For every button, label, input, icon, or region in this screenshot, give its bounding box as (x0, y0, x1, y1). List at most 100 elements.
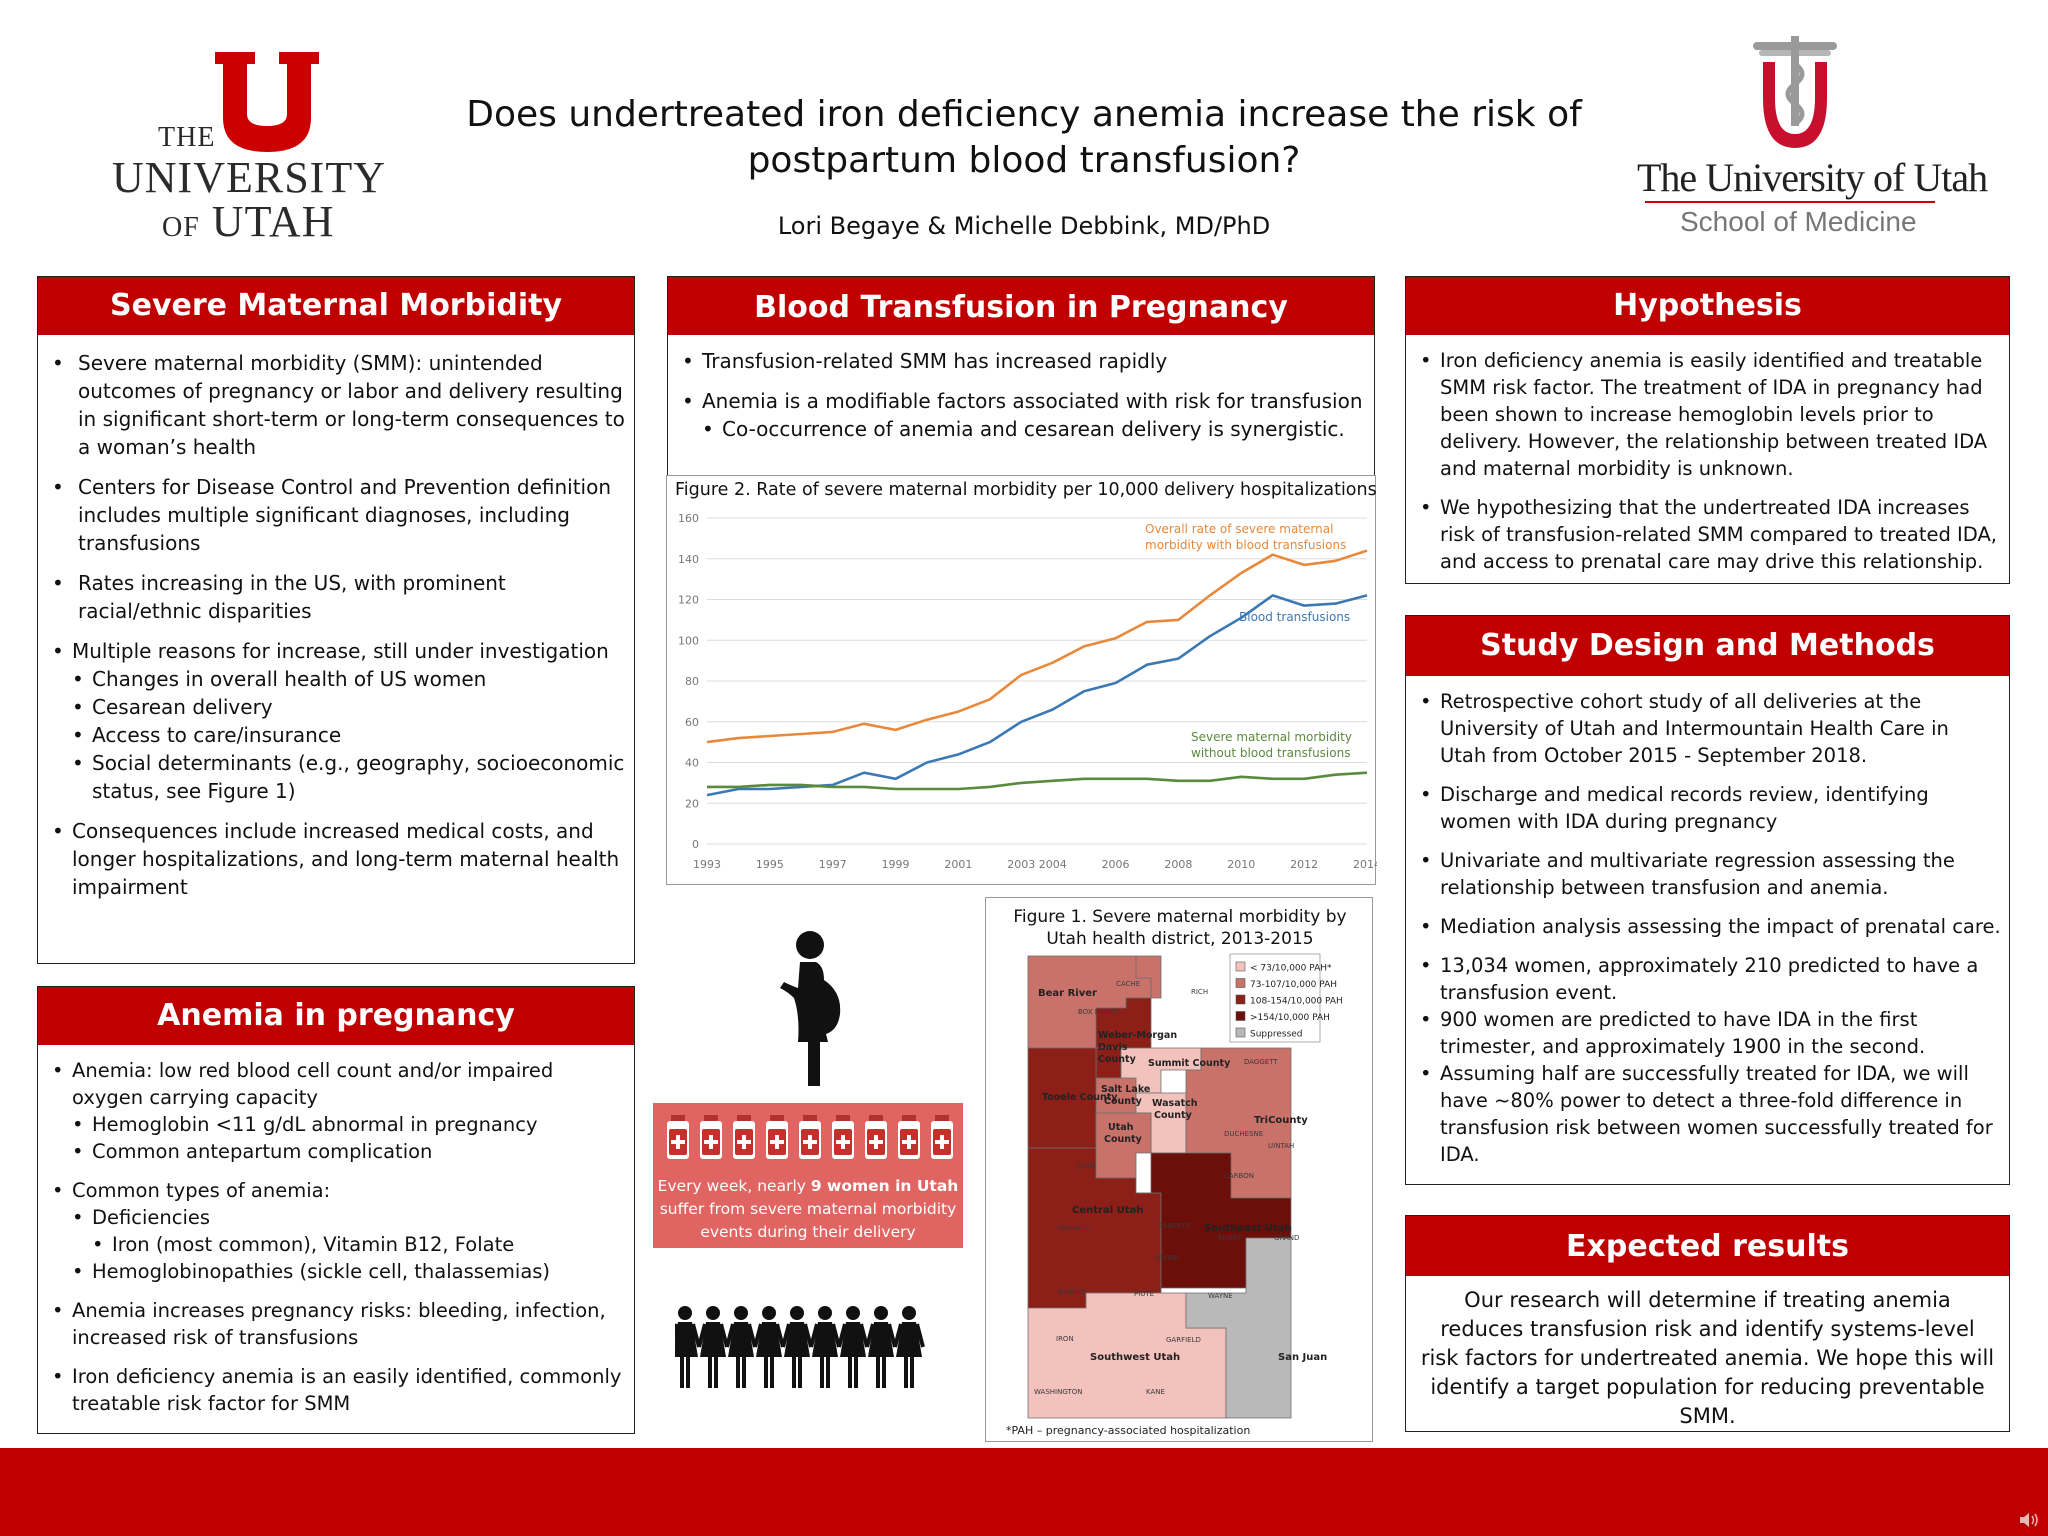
county-wayne: WAYNE (1208, 1292, 1233, 1300)
smm-subitem: Social determinants (e.g., geography, so… (48, 749, 626, 805)
label-salt-lake: Salt Lake County (1101, 1084, 1150, 1107)
woman-icon (675, 1306, 701, 1388)
district-san-juan (1185, 1237, 1292, 1419)
label-tooele: Tooele County (1042, 1092, 1118, 1103)
anemia-panel: Anemia in pregnancy Anemia: low red bloo… (37, 986, 635, 1434)
county-duchesne: DUCHESNE (1224, 1130, 1263, 1138)
transfusion-item: Anemia is a modifiable factors associate… (678, 387, 1366, 415)
speaker-icon[interactable] (2018, 1512, 2040, 1528)
smm-subitem: Changes in overall health of US women (48, 665, 626, 693)
woman-icon (781, 1306, 813, 1388)
county-millard: MILLARD (1058, 1224, 1089, 1232)
blood-bag-icon (700, 1115, 722, 1159)
legend-swatch (1235, 978, 1246, 988)
pregnant-woman-icon (780, 931, 841, 1086)
blood-series-label: Blood transfusions (1239, 610, 1350, 624)
blood-bag-icon (832, 1115, 854, 1159)
y-tick-label: 140 (678, 553, 699, 566)
label-davis: Davis County (1098, 1042, 1137, 1065)
woman-icon (725, 1306, 757, 1388)
county-washington: WASHINGTON (1034, 1388, 1083, 1396)
legend-label: 73-107/10,000 PAH (1250, 980, 1337, 990)
hypothesis-heading: Hypothesis (1406, 277, 2009, 335)
transfusion-subitem: Co-occurrence of anemia and cesarean del… (678, 415, 1366, 443)
county-iron: IRON (1056, 1335, 1074, 1343)
anemia-subitem: Hemoglobin <11 g/dL abnormal in pregnanc… (48, 1111, 626, 1138)
county-sanpete: SANPETE (1158, 1222, 1190, 1230)
x-tick-label: 2006 (1102, 858, 1130, 871)
legend-label: >154/10,000 PAH (1250, 1013, 1330, 1023)
smm-subitem: Cesarean delivery (48, 693, 626, 721)
poster-title: Does undertreated iron deficiency anemia… (466, 94, 1582, 181)
y-tick-label: 80 (685, 675, 699, 688)
county-carbon: CARBON (1224, 1172, 1254, 1180)
smm-panel: Severe Maternal Morbidity Severe materna… (37, 276, 635, 964)
woman-icon (893, 1306, 925, 1388)
label-san-juan: San Juan (1278, 1352, 1327, 1363)
infographic-panel: Every week, nearly 9 women in Utah suffe… (653, 1103, 963, 1248)
legend-label: Suppressed (1250, 1030, 1303, 1040)
y-tick-label: 120 (678, 594, 699, 607)
figure-1-map: Figure 1. Severe maternal morbidity by U… (985, 897, 1373, 1442)
y-tick-label: 40 (685, 757, 699, 770)
anemia-item: Anemia: low red blood cell count and/or … (48, 1057, 626, 1111)
y-tick-label: 20 (685, 797, 699, 810)
methods-item: 900 women are predicted to have IDA in t… (1416, 1006, 2001, 1060)
som-university-name: The University of Utah (1637, 155, 1988, 200)
transfusion-panel: Blood Transfusion in Pregnancy Transfusi… (667, 276, 1375, 476)
smm-item: Centers for Disease Control and Preventi… (48, 473, 626, 557)
legend-swatch (1235, 961, 1246, 972)
series-line-2 (707, 771, 1368, 791)
methods-item: Mediation analysis assessing the impact … (1416, 913, 2001, 940)
x-tick-label: 2003 (1007, 858, 1035, 871)
legend-label: 108-154/10,000 PAH (1250, 997, 1343, 1007)
label-central: Central Utah (1072, 1205, 1143, 1216)
label-southwest: Southwest Utah (1090, 1352, 1180, 1363)
legend-swatch (1235, 994, 1246, 1005)
without-series-label: Severe maternal morbidity (1191, 730, 1352, 744)
logo-the: THE (158, 122, 216, 153)
authors: Lori Begaye & Michelle Debbink, MD/PhD (777, 212, 1271, 240)
county-rich: RICH (1191, 988, 1208, 996)
transfusion-item: Transfusion-related SMM has increased ra… (678, 347, 1366, 375)
methods-item: Discharge and medical records review, id… (1416, 781, 2001, 835)
county-cache: CACHE (1116, 980, 1140, 988)
district-southeast (1136, 1152, 1292, 1289)
anemia-item: Common types of anemia: (48, 1177, 626, 1204)
expected-panel: Expected results Our research will deter… (1405, 1215, 2010, 1432)
county-box-elder: BOX ELDER (1078, 1008, 1118, 1016)
smm-item: Rates increasing in the US, with promine… (48, 569, 626, 625)
woman-icon (753, 1306, 785, 1388)
expected-text: Our research will determine if treating … (1420, 1288, 1995, 1428)
infographic-text: Every week, nearly 9 women in Utah suffe… (657, 1177, 959, 1241)
smm-item: Consequences include increased medical c… (48, 817, 626, 901)
block-u-icon (215, 52, 319, 152)
county-garfield: GARFIELD (1166, 1336, 1201, 1344)
x-tick-label: 2001 (944, 858, 972, 871)
county-beaver: BEAVER (1058, 1288, 1086, 1296)
expected-heading: Expected results (1406, 1216, 2009, 1276)
woman-icon (697, 1306, 729, 1388)
anemia-subitem: Common antepartum complication (48, 1138, 626, 1165)
transfusion-heading: Blood Transfusion in Pregnancy (668, 277, 1374, 335)
line-chart: 0 20 40 60 80 100 120 140 160 1993 1995 1997 1999 20… (678, 512, 1377, 871)
smm-item: Severe maternal morbidity (SMM): uninten… (48, 349, 626, 461)
x-tick-label: 2012 (1290, 858, 1318, 871)
logo-university: UNIVERSITY (112, 153, 386, 202)
x-tick-label: 2004 (1039, 858, 1067, 871)
legend-label: < 73/10,000 PAH* (1250, 964, 1332, 974)
blood-bag-icon (931, 1115, 953, 1159)
blood-bag-icons (667, 1115, 953, 1159)
figure-2-chart: Figure 2. Rate of severe maternal morbid… (666, 475, 1377, 885)
women-group-icon (675, 1306, 925, 1388)
x-tick-label: 1999 (882, 858, 910, 871)
label-wasatch: Wasatch County (1152, 1098, 1198, 1121)
map-legend: < 73/10,000 PAH* 73-107/10,000 PAH 108-154… (1229, 953, 1343, 1043)
county-sevier: SEVIER (1154, 1254, 1179, 1262)
methods-item: Retrospective cohort study of all delive… (1416, 688, 2001, 769)
utah-map: < 73/10,000 PAH* 73-107/10,000 PAH 108-154… (1027, 953, 1343, 1419)
anemia-subitem: Hemoglobinopathies (sickle cell, thalass… (48, 1258, 626, 1285)
blood-bag-icon (766, 1115, 788, 1159)
y-tick-label: 160 (678, 512, 699, 525)
